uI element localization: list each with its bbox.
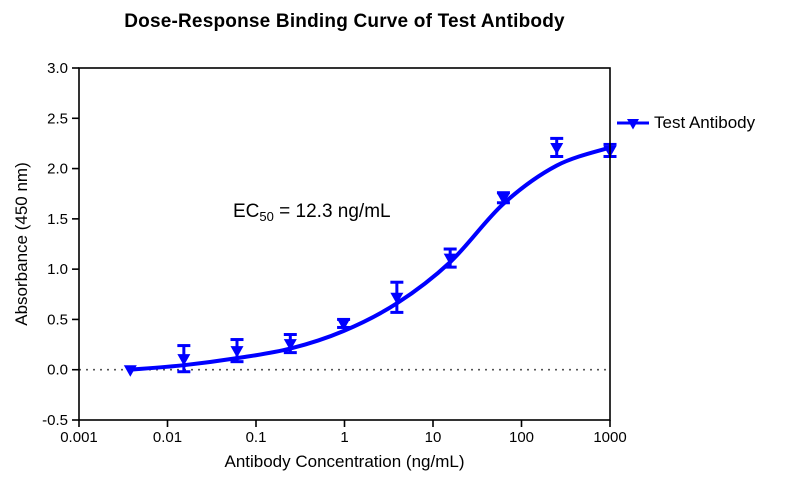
- ec50-annotation-subscript: 50: [259, 209, 274, 224]
- page-title: Dose-Response Binding Curve of Test Anti…: [124, 11, 565, 32]
- data-point-marker: [283, 339, 297, 351]
- y-tick-label: 3.0: [47, 60, 68, 77]
- x-tick-label: 1: [340, 429, 348, 446]
- x-tick-label: 1000: [593, 429, 626, 446]
- x-tick-label: 0.1: [246, 429, 267, 446]
- x-tick-label: 100: [509, 429, 534, 446]
- data-point-marker: [337, 318, 351, 331]
- legend-marker-icon: [627, 119, 639, 130]
- y-tick-label: 2.5: [47, 110, 68, 127]
- y-tick-label: 0.5: [47, 311, 68, 328]
- y-tick-label: 2.0: [47, 161, 68, 178]
- data-point-marker: [123, 365, 137, 377]
- data-point-marker: [443, 253, 457, 266]
- legend-label: Test Antibody: [654, 113, 756, 132]
- x-tick-label: 0.001: [60, 429, 98, 446]
- y-tick-label: 1.0: [47, 261, 68, 278]
- y-tick-label: 0.0: [47, 362, 68, 379]
- ec50-annotation-prefix: EC: [233, 201, 260, 222]
- ec50-annotation-value: = 12.3 ng/mL: [273, 201, 391, 222]
- x-axis-label: Antibody Concentration (ng/mL): [224, 452, 465, 471]
- x-tick-label: 0.01: [153, 429, 182, 446]
- fit-curve: [128, 145, 612, 372]
- x-tick-label: 10: [425, 429, 442, 446]
- y-axis-label: Absorbance (450 nm): [12, 162, 31, 326]
- data-point-marker: [177, 354, 191, 366]
- ec50-annotation: EC50 = 12.3 ng/mL: [233, 201, 391, 224]
- data-point-marker: [550, 142, 564, 155]
- data-point-marker: [230, 346, 244, 358]
- y-tick-label: -0.5: [42, 412, 68, 429]
- data-point-marker: [390, 292, 404, 305]
- data-point-marker: [496, 193, 510, 205]
- y-tick-label: 1.5: [47, 211, 68, 228]
